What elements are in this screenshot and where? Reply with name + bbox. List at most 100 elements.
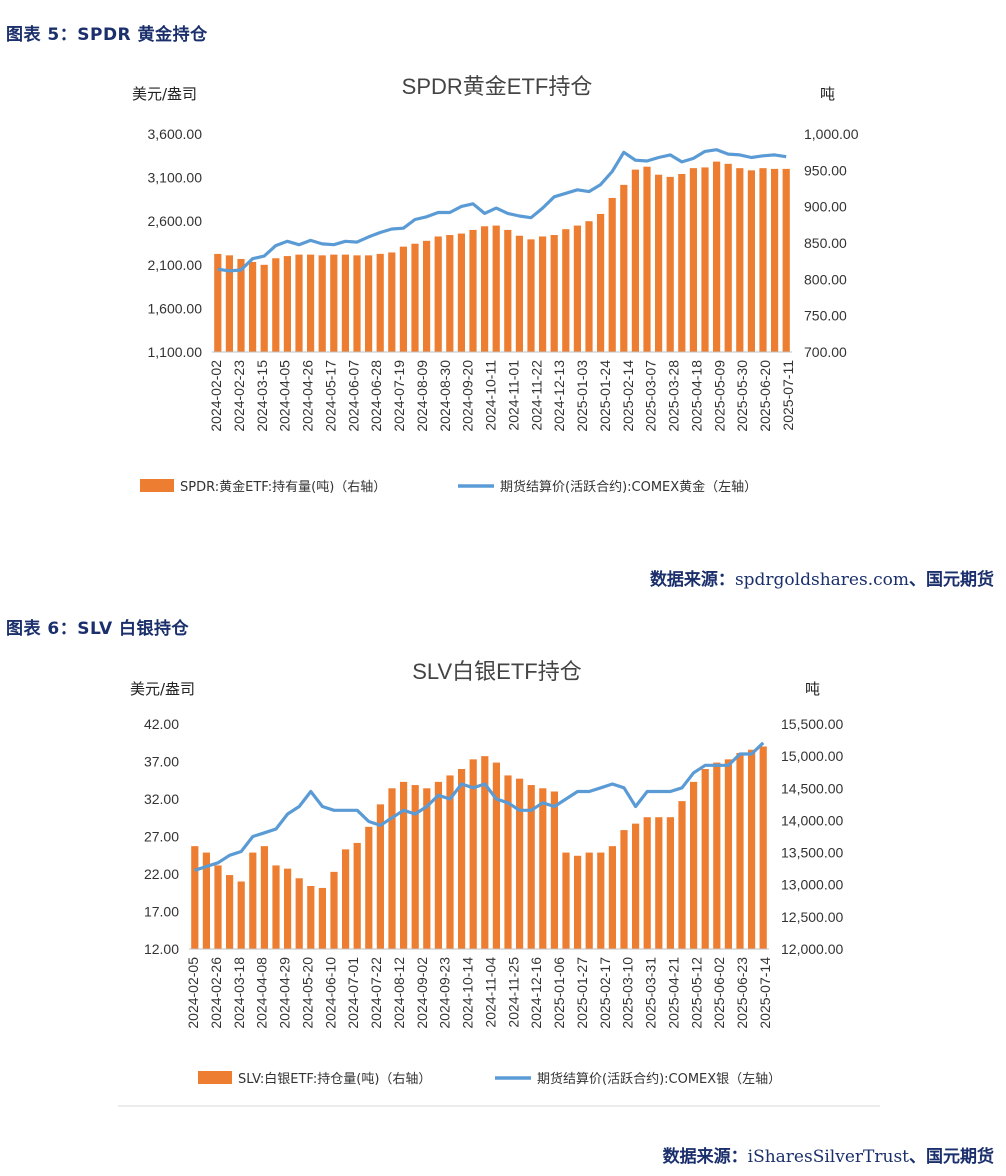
x-tick-label: 2024-02-23 bbox=[231, 360, 247, 432]
right-tick-label: 1,000.00 bbox=[804, 126, 859, 142]
source-text: spdrgoldshares.com bbox=[734, 570, 909, 590]
chart-title: SPDR黄金ETF持仓 bbox=[402, 74, 593, 99]
left-axis-unit: 美元/盎司 bbox=[130, 680, 195, 698]
x-tick-label: 2024-09-02 bbox=[414, 957, 430, 1029]
x-tick-label: 2025-03-28 bbox=[666, 360, 682, 432]
holding-bar bbox=[550, 235, 558, 352]
source-org: 国元期货 bbox=[926, 570, 994, 590]
x-tick-label: 2024-04-26 bbox=[300, 360, 316, 432]
holding-bar bbox=[539, 236, 547, 352]
source-org: 国元期货 bbox=[926, 1147, 994, 1167]
holding-bar bbox=[701, 769, 709, 949]
bar-series bbox=[191, 746, 767, 949]
left-tick-label: 37.00 bbox=[144, 754, 179, 770]
holding-bar bbox=[260, 846, 268, 949]
holding-bar bbox=[492, 225, 500, 352]
x-tick-label: 2025-05-12 bbox=[688, 957, 704, 1029]
x-tick-label: 2024-08-12 bbox=[391, 957, 407, 1029]
left-axis-unit: 美元/盎司 bbox=[132, 85, 197, 103]
legend: SLV:白银ETF:持仓量(吨)（右轴） 期货结算价(活跃合约):COMEX银（左… bbox=[198, 1071, 781, 1087]
x-tick-label: 2025-04-21 bbox=[665, 957, 681, 1029]
holding-bar bbox=[597, 852, 605, 949]
x-tick-label: 2024-03-18 bbox=[231, 957, 247, 1029]
x-tick-label: 2025-05-30 bbox=[734, 360, 750, 432]
left-tick-label: 32.00 bbox=[144, 791, 179, 807]
holding-bar bbox=[446, 775, 454, 949]
holding-bar bbox=[214, 865, 222, 949]
holding-bar bbox=[400, 781, 408, 949]
x-tick-label: 2025-04-18 bbox=[688, 360, 704, 432]
holding-bar bbox=[342, 849, 350, 949]
holding-bar bbox=[376, 253, 384, 352]
x-tick-label: 2024-02-02 bbox=[208, 360, 224, 432]
right-tick-label: 14,500.00 bbox=[781, 780, 843, 796]
holding-bar bbox=[469, 229, 477, 352]
holding-bar bbox=[260, 264, 268, 352]
holding-bar bbox=[249, 261, 257, 352]
source-sep: 、 bbox=[909, 570, 926, 590]
holding-bar bbox=[411, 785, 419, 949]
x-tick-label: 2025-02-14 bbox=[620, 360, 636, 432]
holding-bar bbox=[631, 169, 639, 352]
x-tick-label: 2025-01-03 bbox=[574, 360, 590, 432]
x-tick-label: 2025-05-09 bbox=[711, 360, 727, 432]
holding-bar bbox=[318, 255, 326, 352]
right-tick-label: 700.00 bbox=[804, 344, 847, 360]
left-tick-label: 2,600.00 bbox=[148, 213, 203, 229]
legend: SPDR:黄金ETF:持有量(吨)（右轴） 期货结算价(活跃合约):COMEX黄金… bbox=[140, 479, 757, 495]
x-tick-label: 2024-06-10 bbox=[322, 957, 338, 1029]
holding-bar bbox=[237, 881, 245, 949]
figure-5-caption: 图表 5：SPDR 黄金持仓 bbox=[6, 25, 208, 45]
holding-bar bbox=[585, 852, 593, 949]
x-tick-label: 2024-09-23 bbox=[437, 957, 453, 1029]
source-label: 数据来源： bbox=[662, 1147, 748, 1167]
left-tick-label: 27.00 bbox=[144, 829, 179, 845]
holding-bar bbox=[318, 887, 326, 949]
holding-bar bbox=[643, 166, 651, 352]
holding-bar bbox=[516, 778, 524, 949]
legend-bar-swatch bbox=[198, 1071, 232, 1084]
legend-line-label: 期货结算价(活跃合约):COMEX黄金（左轴） bbox=[500, 479, 757, 495]
right-tick-label: 15,500.00 bbox=[781, 716, 843, 732]
holding-bar bbox=[411, 243, 419, 352]
right-tick-label: 13,500.00 bbox=[781, 845, 843, 861]
price-line bbox=[217, 148, 787, 273]
holding-bar bbox=[226, 875, 234, 949]
holding-bar bbox=[330, 254, 338, 352]
holding-bar bbox=[434, 781, 442, 949]
holding-bar bbox=[457, 233, 465, 352]
holding-bar bbox=[504, 775, 512, 949]
figure-6-source: 数据来源：iSharesSilverTrust、国元期货 bbox=[663, 1142, 994, 1167]
holding-bar bbox=[214, 253, 222, 352]
right-tick-label: 950.00 bbox=[804, 162, 847, 178]
holding-bar bbox=[527, 239, 535, 352]
x-tick-label: 2024-06-28 bbox=[368, 360, 384, 432]
holding-bar bbox=[608, 846, 616, 949]
holding-bar bbox=[666, 176, 674, 352]
holding-bar bbox=[736, 168, 744, 352]
holding-bar bbox=[690, 781, 698, 949]
holding-bar bbox=[423, 788, 431, 949]
holding-bar bbox=[492, 762, 500, 949]
holding-bar bbox=[747, 170, 755, 352]
holding-bar bbox=[550, 791, 558, 949]
holding-bar bbox=[701, 167, 709, 352]
x-tick-label: 2024-04-29 bbox=[277, 957, 293, 1029]
right-axis-unit: 吨 bbox=[820, 85, 835, 103]
holding-bar bbox=[574, 855, 582, 949]
holding-bar bbox=[539, 788, 547, 949]
holding-bar bbox=[632, 823, 640, 949]
holding-bar bbox=[655, 817, 663, 949]
holding-bar bbox=[295, 254, 303, 352]
x-tick-label: 2025-01-06 bbox=[551, 957, 567, 1029]
holding-bar bbox=[666, 817, 674, 949]
holding-bar bbox=[272, 258, 280, 352]
holding-bar bbox=[481, 756, 489, 949]
holding-bar bbox=[713, 161, 721, 352]
holding-bar bbox=[748, 749, 756, 949]
x-tick-label: 2024-02-05 bbox=[185, 957, 201, 1029]
holding-bar bbox=[585, 221, 593, 352]
holding-bar bbox=[191, 846, 199, 949]
right-tick-label: 850.00 bbox=[804, 235, 847, 251]
